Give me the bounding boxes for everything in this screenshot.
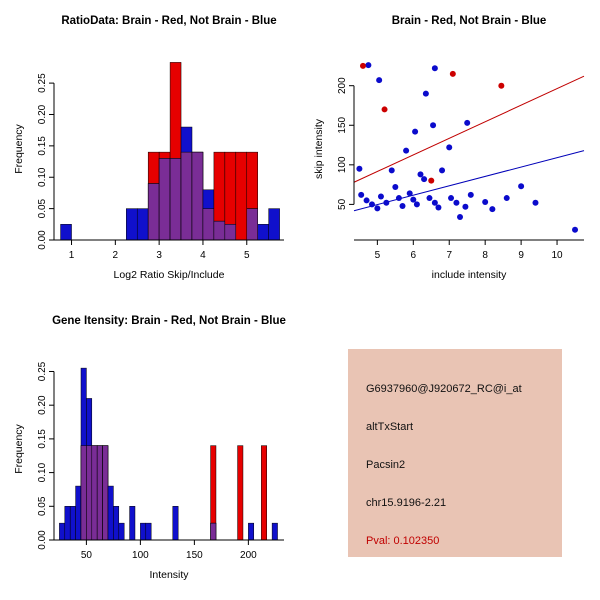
event-type: altTxStart xyxy=(366,421,414,433)
svg-text:100: 100 xyxy=(132,550,149,561)
svg-text:10: 10 xyxy=(551,250,563,261)
svg-text:Brain - Red, Not Brain - Blue: Brain - Red, Not Brain - Blue xyxy=(392,15,547,27)
svg-text:200: 200 xyxy=(337,77,348,94)
svg-text:2: 2 xyxy=(113,250,119,261)
svg-text:100: 100 xyxy=(337,156,348,173)
svg-text:9: 9 xyxy=(518,250,524,261)
svg-text:0.20: 0.20 xyxy=(37,395,48,415)
svg-text:0.25: 0.25 xyxy=(37,361,48,381)
svg-text:0.15: 0.15 xyxy=(37,136,48,156)
svg-text:150: 150 xyxy=(337,116,348,133)
svg-text:5: 5 xyxy=(244,250,250,261)
svg-text:Log2 Ratio Skip/Include: Log2 Ratio Skip/Include xyxy=(114,269,225,281)
gene-name: Pacsin2 xyxy=(366,459,406,471)
ratio-histogram: RatioData: Brain - Red, Not Brain - Blue… xyxy=(13,15,284,281)
pval-text: Pval: 0.102350 xyxy=(366,535,440,547)
svg-text:50: 50 xyxy=(337,198,348,210)
svg-text:200: 200 xyxy=(240,550,257,561)
svg-text:0.00: 0.00 xyxy=(37,530,48,550)
svg-text:150: 150 xyxy=(186,550,203,561)
gene-intensity-histogram: Gene Itensity: Brain - Red, Not Brain - … xyxy=(13,315,286,581)
info-panel: G6937960@J920672_RC@i_at altTxStart Pacs… xyxy=(348,349,562,557)
svg-text:7: 7 xyxy=(446,250,452,261)
svg-text:0.05: 0.05 xyxy=(37,496,48,516)
svg-text:0.05: 0.05 xyxy=(37,198,48,218)
svg-text:0.20: 0.20 xyxy=(37,104,48,124)
svg-text:RatioData: Brain - Red, Not Br: RatioData: Brain - Red, Not Brain - Blue xyxy=(61,15,276,27)
svg-text:3: 3 xyxy=(156,250,162,261)
svg-text:6: 6 xyxy=(411,250,417,261)
svg-text:include intensity: include intensity xyxy=(432,269,507,281)
svg-text:0.25: 0.25 xyxy=(37,73,48,93)
genomic-location: chr15.9196-2.21 xyxy=(366,497,447,509)
svg-text:8: 8 xyxy=(482,250,488,261)
svg-text:50: 50 xyxy=(81,550,93,561)
svg-text:4: 4 xyxy=(200,250,206,261)
svg-text:Frequency: Frequency xyxy=(13,423,25,473)
svg-text:Intensity: Intensity xyxy=(149,569,189,581)
svg-text:1: 1 xyxy=(69,250,75,261)
svg-text:0.10: 0.10 xyxy=(37,167,48,187)
svg-text:0.00: 0.00 xyxy=(37,230,48,250)
probe-id: G6937960@J920672_RC@i_at xyxy=(366,383,522,395)
svg-text:0.10: 0.10 xyxy=(37,462,48,482)
svg-text:0.15: 0.15 xyxy=(37,429,48,449)
svg-text:skip intensity: skip intensity xyxy=(313,118,325,179)
svg-text:Gene Itensity: Brain - Red, No: Gene Itensity: Brain - Red, Not Brain - … xyxy=(52,315,286,327)
intensity-scatter-plot: Brain - Red, Not Brain - Blue 5 6 7 8 9 10 50 10… xyxy=(313,15,585,281)
svg-text:Frequency: Frequency xyxy=(13,123,25,173)
svg-text:5: 5 xyxy=(375,250,381,261)
